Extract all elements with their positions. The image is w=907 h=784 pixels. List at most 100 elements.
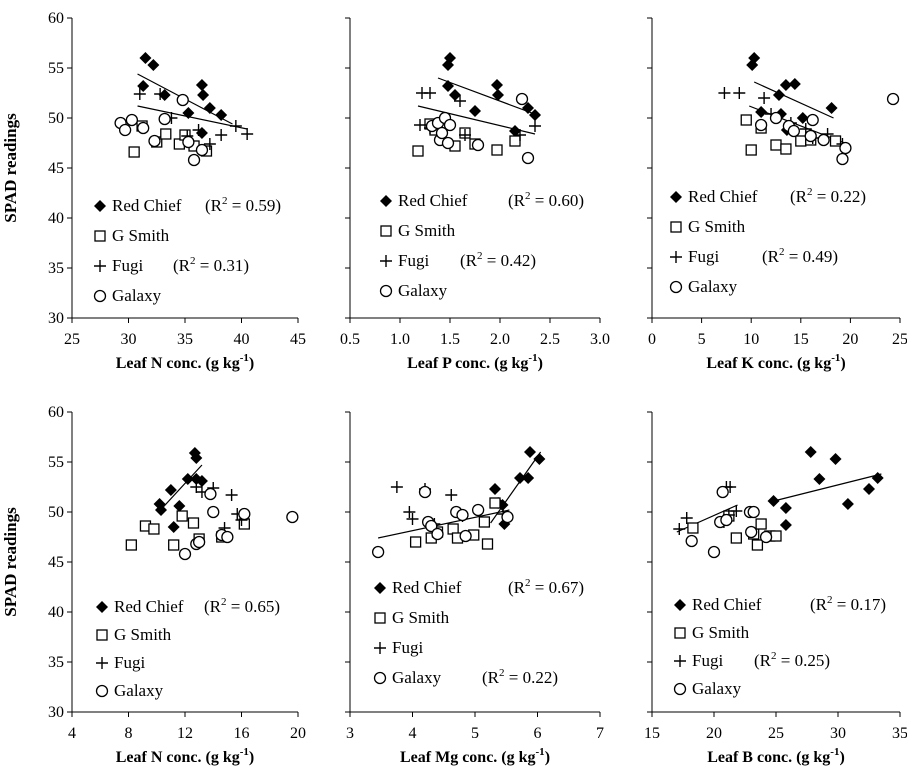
point-circle-3-8 bbox=[187, 153, 201, 167]
x-tick-label: 15 bbox=[793, 331, 809, 348]
x-axis-label-text: Leaf N conc. (g kg bbox=[116, 749, 240, 766]
r-squared-prefix: (R bbox=[173, 256, 191, 275]
point-circle-3-0 bbox=[685, 534, 698, 548]
point-plus-2-4 bbox=[192, 124, 205, 136]
point-square-1-5 bbox=[478, 516, 491, 528]
r-squared-label: (R2 = 0.22) bbox=[790, 186, 866, 206]
x-tick-label: 16 bbox=[234, 725, 250, 742]
point-circle-3-6 bbox=[745, 525, 758, 539]
point-circle-3-4 bbox=[431, 527, 444, 541]
r-squared-prefix: (R bbox=[754, 651, 772, 670]
r-squared-value: = 0.42) bbox=[483, 251, 537, 270]
point-square-1-6 bbox=[770, 530, 782, 542]
x-axis-label-superscript: -1 bbox=[240, 746, 249, 758]
x-tick-label: 1.0 bbox=[390, 331, 410, 348]
y-tick-label: 35 bbox=[48, 260, 64, 277]
point-diamond-0-4 bbox=[173, 500, 186, 512]
point-diamond-0-5 bbox=[181, 473, 194, 485]
point-circle-3-1 bbox=[118, 123, 132, 137]
x-axis-label-close: ) bbox=[840, 355, 845, 372]
point-plus-2-7 bbox=[414, 119, 426, 131]
r-squared-value: = 0.59) bbox=[228, 196, 282, 215]
point-circle-3-0 bbox=[754, 118, 768, 132]
legend-label: Fugi bbox=[114, 653, 145, 672]
trend-line-diamond bbox=[753, 81, 834, 119]
point-plus-2-3 bbox=[403, 506, 416, 518]
x-tick-label: 0.5 bbox=[340, 331, 360, 348]
point-plus-2-5 bbox=[203, 138, 216, 150]
r-squared-prefix: (R bbox=[460, 251, 478, 270]
x-tick-label: 2.0 bbox=[490, 331, 510, 348]
series-red-chief bbox=[153, 447, 208, 533]
point-diamond-0-8 bbox=[825, 102, 838, 114]
legend-label: Fugi bbox=[392, 638, 423, 657]
point-diamond-0-9 bbox=[509, 125, 521, 137]
point-diamond-0-5 bbox=[755, 106, 768, 118]
point-diamond-0-7 bbox=[779, 502, 792, 514]
series-galaxy bbox=[114, 93, 209, 167]
legend-label: Red Chief bbox=[392, 578, 462, 597]
legend-label: Galaxy bbox=[114, 681, 164, 700]
point-circle-3-legend bbox=[95, 684, 109, 698]
point-plus-2-2 bbox=[445, 489, 458, 501]
point-plus-2-6 bbox=[215, 129, 228, 141]
legend-label: Red Chief bbox=[692, 595, 762, 614]
point-diamond-0-6 bbox=[197, 89, 210, 101]
point-plus-2-0 bbox=[673, 523, 686, 535]
point-square-1-0 bbox=[125, 539, 137, 551]
point-diamond-0-7 bbox=[203, 102, 216, 114]
point-square-1-2 bbox=[730, 532, 742, 544]
r-squared-label: (R2 = 0.67) bbox=[508, 577, 584, 597]
point-circle-3-7 bbox=[182, 135, 195, 149]
point-circle-3-1 bbox=[769, 111, 783, 125]
x-tick-label: 30 bbox=[830, 725, 846, 742]
legend-label: Fugi bbox=[398, 251, 429, 270]
point-plus-2-2 bbox=[758, 92, 771, 104]
point-circle-3-2 bbox=[125, 113, 139, 127]
point-circle-3-legend bbox=[379, 284, 393, 298]
point-square-1-0 bbox=[128, 146, 140, 158]
point-diamond-0-8 bbox=[215, 109, 228, 121]
point-plus-2-3 bbox=[225, 489, 238, 501]
point-plus-2-0 bbox=[718, 87, 731, 99]
legend-label: Red Chief bbox=[398, 191, 468, 210]
r-squared-prefix: (R bbox=[482, 668, 500, 687]
point-diamond-0-2 bbox=[813, 473, 826, 485]
point-square-1-5 bbox=[795, 135, 807, 147]
legend-label: G Smith bbox=[692, 623, 750, 642]
point-diamond-0-7 bbox=[190, 452, 203, 464]
point-square-1-7 bbox=[489, 497, 501, 509]
legend-label: Galaxy bbox=[112, 286, 162, 305]
point-circle-3-legend bbox=[673, 682, 687, 696]
legend-label: Red Chief bbox=[688, 187, 758, 206]
r-squared-label: (R2 = 0.17) bbox=[810, 594, 886, 614]
legend-label: Red Chief bbox=[112, 196, 182, 215]
point-diamond-0-4 bbox=[491, 79, 503, 91]
legend-label: Galaxy bbox=[398, 281, 448, 300]
point-square-1-4 bbox=[751, 539, 764, 551]
chart-panel-6: 15 20 25 30 35 Leaf B conc. (g kg-1) Red Chief… bbox=[644, 411, 907, 766]
x-tick-label: 20 bbox=[706, 725, 722, 742]
x-tick-label: 25 bbox=[64, 331, 80, 348]
point-diamond-0-legend bbox=[94, 200, 106, 212]
y-tick-label: 45 bbox=[48, 554, 64, 571]
point-plus-2-7 bbox=[229, 120, 242, 132]
r-squared-superscript: 2 bbox=[525, 190, 531, 202]
r-squared-value: = 0.65) bbox=[227, 597, 281, 616]
r-squared-superscript: 2 bbox=[779, 246, 785, 258]
trend-line-diamond bbox=[437, 77, 541, 117]
legend-label: Fugi bbox=[112, 256, 143, 275]
point-circle-3-7 bbox=[471, 503, 485, 517]
point-diamond-0-legend bbox=[670, 191, 682, 203]
series-galaxy bbox=[371, 485, 514, 559]
x-tick-label: 7 bbox=[596, 725, 604, 742]
x-axis-label-superscript: -1 bbox=[240, 352, 249, 364]
point-circle-3-9 bbox=[886, 92, 900, 106]
point-diamond-0-3 bbox=[167, 521, 180, 533]
point-circle-3-3 bbox=[137, 121, 150, 135]
point-diamond-0-5 bbox=[841, 498, 854, 510]
y-tick-label: 45 bbox=[48, 160, 64, 177]
x-tick-label: 4 bbox=[68, 725, 76, 742]
series-red-chief bbox=[767, 446, 884, 531]
